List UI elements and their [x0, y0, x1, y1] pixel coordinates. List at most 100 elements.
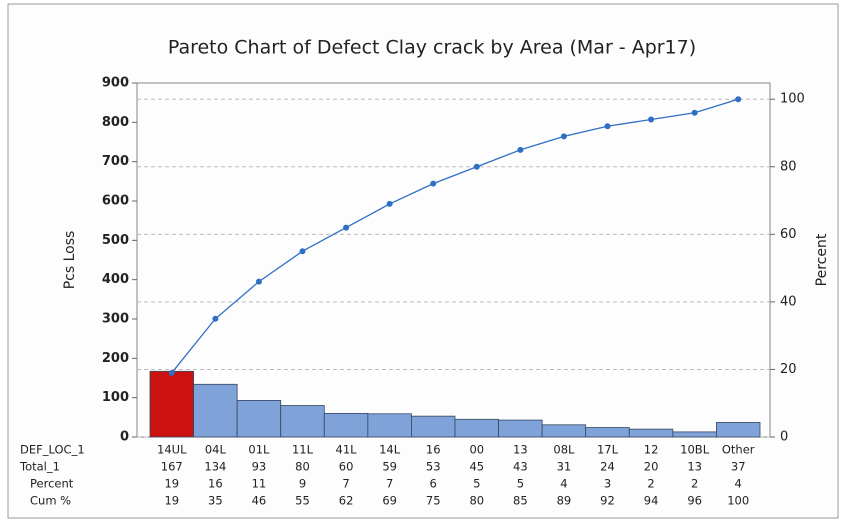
cumulative-point: [561, 133, 567, 139]
table-value: 13: [687, 460, 702, 474]
table-value: 2: [647, 477, 654, 491]
y2-tick-label: 20: [780, 362, 797, 377]
table-value: 37: [731, 460, 746, 474]
x-tick-label: 16: [426, 443, 441, 457]
bar: [150, 371, 194, 437]
y-tick-label: 400: [102, 272, 129, 287]
chart: Pareto Chart of Defect Clay crack by Are…: [0, 0, 846, 523]
table-value: 75: [426, 494, 441, 508]
table-value: 100: [727, 494, 749, 508]
y-tick-label: 900: [102, 76, 129, 91]
y-tick-label: 200: [102, 351, 129, 366]
y2-tick-label: 60: [780, 227, 797, 242]
x-tick-label: 00: [469, 443, 484, 457]
y2-tick-label: 40: [780, 294, 797, 309]
table-row-label: Cum %: [30, 494, 71, 508]
x-tick-label: 10BL: [680, 443, 710, 457]
bar: [194, 384, 238, 437]
x-tick-label: 12: [644, 443, 659, 457]
x-tick-label: 13: [513, 443, 528, 457]
table-value: 6: [430, 477, 437, 491]
table-value: 96: [687, 494, 702, 508]
y2-tick-label: 80: [780, 159, 797, 174]
cumulative-point: [300, 248, 306, 254]
bar: [542, 425, 586, 437]
cumulative-point: [343, 225, 349, 231]
y2-tick-label: 0: [780, 430, 788, 445]
bar: [368, 414, 412, 437]
bar: [586, 428, 630, 437]
x-tick-label: 14L: [379, 443, 401, 457]
table-value: 62: [339, 494, 354, 508]
table-value: 7: [386, 477, 393, 491]
bar: [499, 420, 543, 437]
bar: [237, 400, 281, 437]
bar: [411, 416, 455, 437]
table-value: 167: [161, 460, 183, 474]
table-value: 4: [560, 477, 567, 491]
table-value: 19: [164, 477, 179, 491]
cumulative-point: [605, 123, 611, 129]
y2-tick-label: 100: [780, 92, 805, 107]
table-value: 45: [469, 460, 484, 474]
table-value: 55: [295, 494, 310, 508]
table-value: 59: [382, 460, 397, 474]
table-value: 16: [208, 477, 223, 491]
x-tick-label: 11L: [292, 443, 314, 457]
table-value: 20: [644, 460, 659, 474]
table-row-label: DEF_LOC_1: [20, 443, 85, 457]
bar: [455, 419, 499, 437]
table-value: 46: [252, 494, 267, 508]
table-value: 2: [691, 477, 698, 491]
bar: [281, 406, 325, 437]
y-tick-label: 600: [102, 194, 129, 209]
y-tick-label: 100: [102, 390, 129, 405]
table-value: 11: [252, 477, 267, 491]
x-tick-label: 08L: [553, 443, 575, 457]
bar: [716, 422, 760, 437]
table-row-label: Percent: [30, 477, 74, 491]
table-value: 9: [299, 477, 306, 491]
table-row-label: Total_1: [19, 460, 60, 474]
table-value: 35: [208, 494, 223, 508]
table-value: 3: [604, 477, 611, 491]
x-tick-label: 01L: [248, 443, 270, 457]
y-tick-label: 800: [102, 115, 129, 130]
bar: [673, 432, 717, 437]
bar: [629, 429, 673, 437]
cumulative-point: [735, 96, 741, 102]
table-value: 4: [735, 477, 742, 491]
table-value: 69: [382, 494, 397, 508]
bar: [324, 413, 368, 437]
table-value: 85: [513, 494, 528, 508]
table-value: 93: [252, 460, 267, 474]
x-tick-label: 17L: [597, 443, 619, 457]
chart-frame: [8, 4, 838, 518]
cumulative-point: [648, 116, 654, 122]
cumulative-point: [169, 370, 175, 376]
y-axis-label: Pcs Loss: [62, 231, 78, 290]
table-value: 60: [339, 460, 354, 474]
x-tick-label: 04L: [205, 443, 227, 457]
table-value: 24: [600, 460, 615, 474]
cumulative-point: [212, 316, 218, 322]
table-value: 80: [295, 460, 310, 474]
cumulative-point: [430, 181, 436, 187]
cumulative-point: [256, 279, 262, 285]
y-tick-label: 700: [102, 154, 129, 169]
cumulative-point: [387, 201, 393, 207]
table-value: 94: [644, 494, 659, 508]
cumulative-point: [517, 147, 523, 153]
table-value: 134: [204, 460, 226, 474]
cumulative-point: [474, 164, 480, 170]
table-value: 80: [469, 494, 484, 508]
x-tick-label: 14UL: [157, 443, 187, 457]
table-value: 5: [517, 477, 524, 491]
table-value: 19: [164, 494, 179, 508]
table-value: 89: [557, 494, 572, 508]
y-tick-label: 500: [102, 233, 129, 248]
table-value: 7: [342, 477, 349, 491]
table-value: 31: [557, 460, 572, 474]
table-value: 53: [426, 460, 441, 474]
y2-axis-label: Percent: [814, 233, 830, 286]
